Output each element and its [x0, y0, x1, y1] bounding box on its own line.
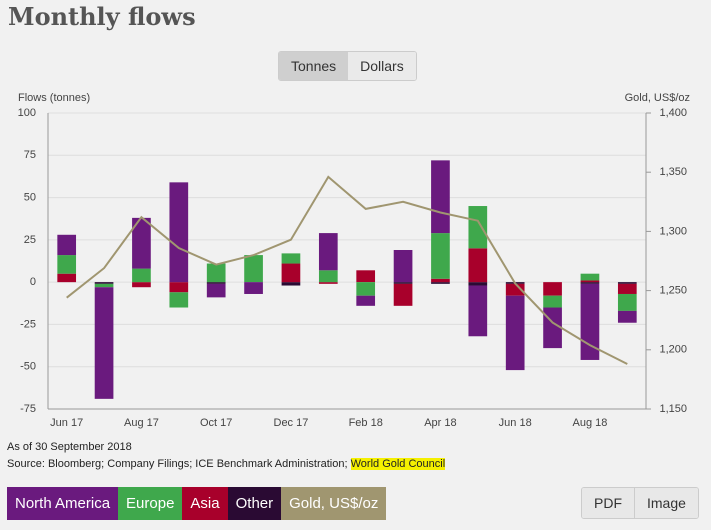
bar-segment [580, 283, 600, 360]
bar-segment [94, 282, 114, 284]
legend-item[interactable]: Gold, US$/oz [281, 487, 387, 520]
x-tick-label: Dec 17 [274, 417, 309, 429]
bar-segment [543, 295, 562, 308]
bar-segment [94, 283, 114, 288]
bar-segment [393, 250, 413, 283]
x-tick-label: Oct 17 [200, 417, 232, 429]
bar-segment [356, 295, 376, 306]
y2-axis-title: Gold, US$/oz [625, 92, 690, 104]
source: Source: Bloomberg; Company Filings; ICE … [7, 456, 446, 473]
bar-segment [580, 282, 600, 284]
source-highlight: World Gold Council [350, 458, 446, 470]
bar-segment [94, 287, 114, 399]
source-text: Source: Bloomberg; Company Filings; ICE … [7, 458, 348, 470]
notes: As of 30 September 2018 Source: Bloomber… [7, 439, 446, 473]
x-tick-label: Jun 17 [50, 417, 83, 429]
bar-segment [281, 263, 301, 283]
bar-segment [57, 234, 77, 256]
bar-segment [617, 283, 637, 294]
bar-segment [468, 248, 488, 283]
bar-segment [132, 217, 151, 269]
x-tick-label: Aug 17 [124, 417, 159, 429]
bar-segment [543, 282, 562, 296]
x-tick-label: Apr 18 [424, 417, 456, 429]
bar-segment [281, 282, 301, 286]
bar-segment [617, 282, 637, 284]
bar-segment [57, 273, 77, 283]
y2-tick-label: 1,400 [659, 107, 687, 119]
bar-segment [431, 233, 450, 279]
y2-tick-label: 1,250 [659, 285, 687, 297]
y-tick-label: -75 [20, 403, 36, 415]
bar-segment [57, 255, 77, 274]
bar-segment [580, 280, 600, 283]
bar-segment [356, 282, 376, 296]
y-tick-label: 0 [30, 276, 36, 288]
x-tick-label: Feb 18 [349, 417, 383, 429]
y-axis-title: Flows (tonnes) [18, 92, 90, 104]
legend-item[interactable]: Asia [182, 487, 228, 520]
y-tick-label: 75 [24, 149, 36, 161]
y-tick-label: 50 [24, 191, 36, 203]
bar-segment [169, 282, 189, 293]
legend: North America Europe Asia Other Gold, US$/oz [7, 487, 387, 520]
export-buttons: PDF Image [581, 487, 699, 519]
bar-segment [244, 255, 263, 283]
bar-segment [206, 263, 226, 283]
bar-segment [505, 295, 525, 371]
bar-segment [617, 293, 637, 311]
bar-segment [543, 307, 562, 349]
x-tick-label: Jun 18 [499, 417, 532, 429]
unit-toggle: Tonnes Dollars [278, 51, 417, 81]
export-button[interactable]: Image [635, 488, 698, 518]
bar-segment [393, 283, 413, 306]
toggle-button[interactable]: Tonnes [279, 52, 349, 80]
y2-tick-label: 1,150 [659, 403, 687, 415]
bar-segment [505, 283, 525, 296]
page-title: Monthly flows [8, 2, 196, 31]
toggle-button[interactable]: Dollars [348, 52, 416, 80]
bar-segment [169, 292, 189, 308]
y2-tick-label: 1,200 [659, 344, 687, 356]
bar-segment [206, 283, 226, 298]
bar-segment [617, 310, 637, 323]
bar-segment [468, 206, 488, 249]
y2-tick-label: 1,350 [659, 166, 687, 178]
legend-item[interactable]: North America [7, 487, 119, 520]
bar-segment [132, 282, 151, 288]
bar-segment [431, 160, 450, 234]
y-tick-label: 25 [24, 234, 36, 246]
bar-segment [281, 253, 301, 264]
legend-item[interactable]: Other [227, 487, 282, 520]
x-tick-label: Aug 18 [573, 417, 608, 429]
y2-tick-label: 1,300 [659, 225, 687, 237]
y-tick-label: 100 [18, 107, 36, 119]
bar-segment [318, 270, 338, 283]
bar-segment [393, 282, 413, 284]
bar-segment [580, 273, 600, 281]
y-tick-label: -25 [20, 318, 36, 330]
bar-segment [206, 282, 226, 284]
bar-segment [244, 282, 263, 294]
bar-segment [132, 268, 151, 283]
bar-segment [468, 285, 488, 337]
bar-segment [431, 282, 450, 284]
bar-segment [169, 182, 189, 283]
bar-segment [356, 270, 376, 283]
chart: Flows (tonnes) Gold, US$/oz -75 -50 -25 0 25… [18, 92, 690, 429]
as-of: As of 30 September 2018 [7, 441, 132, 453]
bar-segment [431, 278, 450, 283]
export-button[interactable]: PDF [582, 488, 635, 518]
bar-segment [318, 233, 338, 271]
y-tick-label: -50 [20, 361, 36, 373]
bar-segment [318, 282, 338, 284]
legend-item[interactable]: Europe [118, 487, 183, 520]
bar-segment [468, 282, 488, 286]
gold-line [66, 175, 628, 365]
